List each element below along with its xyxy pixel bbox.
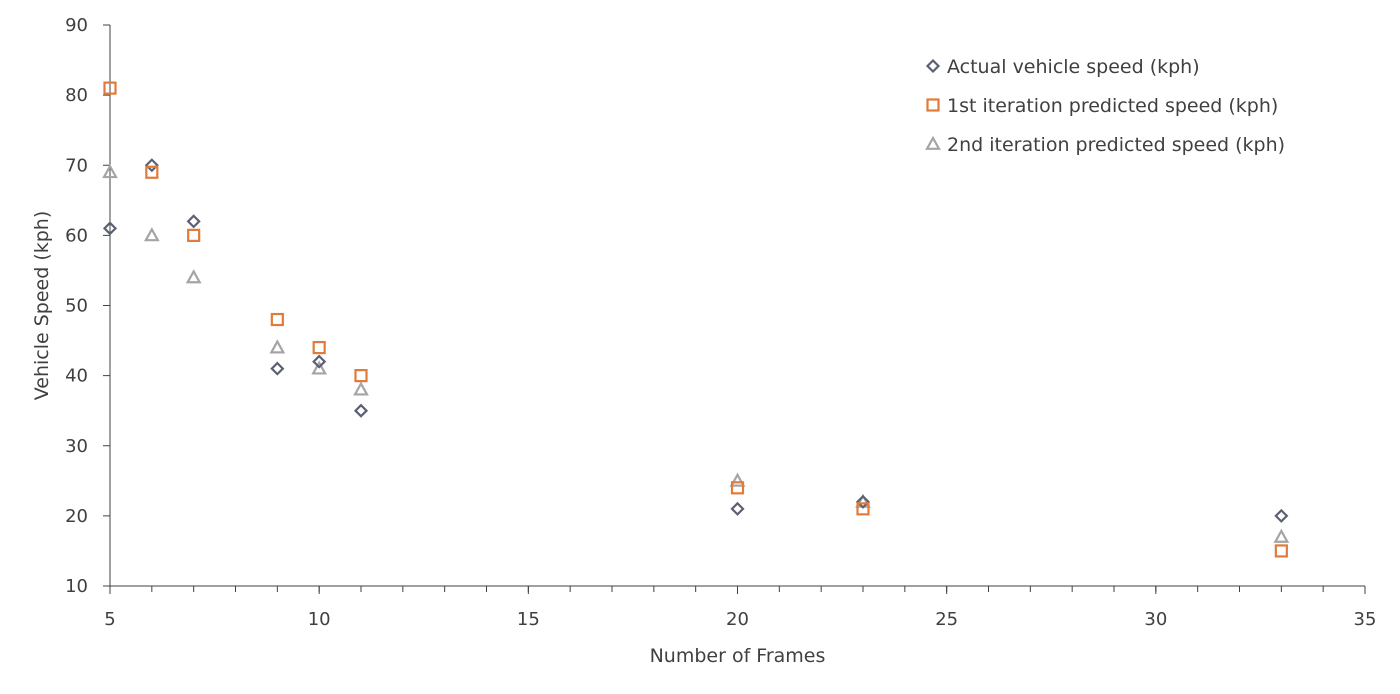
- series-triangle: [102, 163, 1290, 543]
- triangle-point: [1273, 528, 1290, 543]
- x-tick-label: 10: [308, 609, 331, 630]
- axes: [103, 24, 1366, 594]
- legend-triangle-marker: [925, 135, 941, 150]
- diamond-point: [1274, 508, 1289, 523]
- y-tick-label: 40: [65, 366, 88, 387]
- y-tick-label: 10: [65, 576, 88, 597]
- triangle-point: [729, 472, 746, 487]
- series-square: [103, 81, 1288, 558]
- diamond-point: [270, 361, 285, 376]
- square-point: [730, 481, 745, 495]
- x-tick-label: 30: [1144, 609, 1167, 630]
- square-point: [354, 369, 368, 383]
- x-tick-label: 5: [104, 609, 115, 630]
- triangle-point: [353, 381, 369, 396]
- diamond-point: [102, 221, 118, 236]
- legend: Actual vehicle speed (kph) 1st iteration …: [925, 56, 1285, 156]
- square-point: [856, 502, 870, 516]
- y-tick-label: 50: [65, 296, 88, 317]
- y-tick-label: 60: [65, 225, 88, 246]
- triangle-point: [311, 360, 328, 375]
- y-tick-label: 80: [65, 85, 88, 106]
- y-axis-title: Vehicle Speed (kph): [31, 211, 53, 401]
- triangle-point: [102, 163, 118, 179]
- square-point: [145, 165, 159, 179]
- triangle-point: [269, 339, 286, 354]
- y-tick-label: 20: [65, 506, 88, 527]
- y-tick-label: 90: [65, 15, 88, 36]
- square-point: [187, 228, 201, 242]
- x-tick-label: 25: [935, 609, 958, 630]
- x-tick-label: 20: [726, 609, 749, 630]
- x-tick-label: 35: [1354, 609, 1377, 630]
- legend-square-marker: [926, 98, 940, 112]
- diamond-point: [855, 494, 871, 509]
- diamond-point: [186, 214, 201, 229]
- square-point: [312, 340, 326, 355]
- y-tick-label: 70: [65, 155, 88, 176]
- x-axis-title: Number of Frames: [650, 645, 826, 667]
- square-point: [103, 81, 117, 95]
- tick-labels: 10 20 30 40 50 60 70 80 90 5 10 15 20 25 30 35: [65, 15, 1376, 630]
- square-point: [1274, 544, 1288, 558]
- legend-diamond-marker: [925, 58, 941, 74]
- triangle-point: [185, 269, 202, 284]
- legend-label: Actual vehicle speed (kph): [947, 56, 1200, 78]
- legend-label: 1st iteration predicted speed (kph): [947, 95, 1278, 117]
- data-points: [102, 81, 1290, 558]
- x-tick-label: 15: [517, 609, 540, 630]
- square-point: [270, 312, 284, 327]
- legend-label: 2nd iteration predicted speed (kph): [947, 134, 1285, 156]
- y-tick-label: 30: [65, 436, 88, 457]
- diamond-point: [353, 403, 369, 418]
- series-diamond: [102, 158, 1289, 523]
- triangle-point: [143, 227, 160, 242]
- diamond-point: [312, 354, 327, 369]
- diamond-point: [144, 158, 159, 173]
- diamond-point: [730, 501, 745, 516]
